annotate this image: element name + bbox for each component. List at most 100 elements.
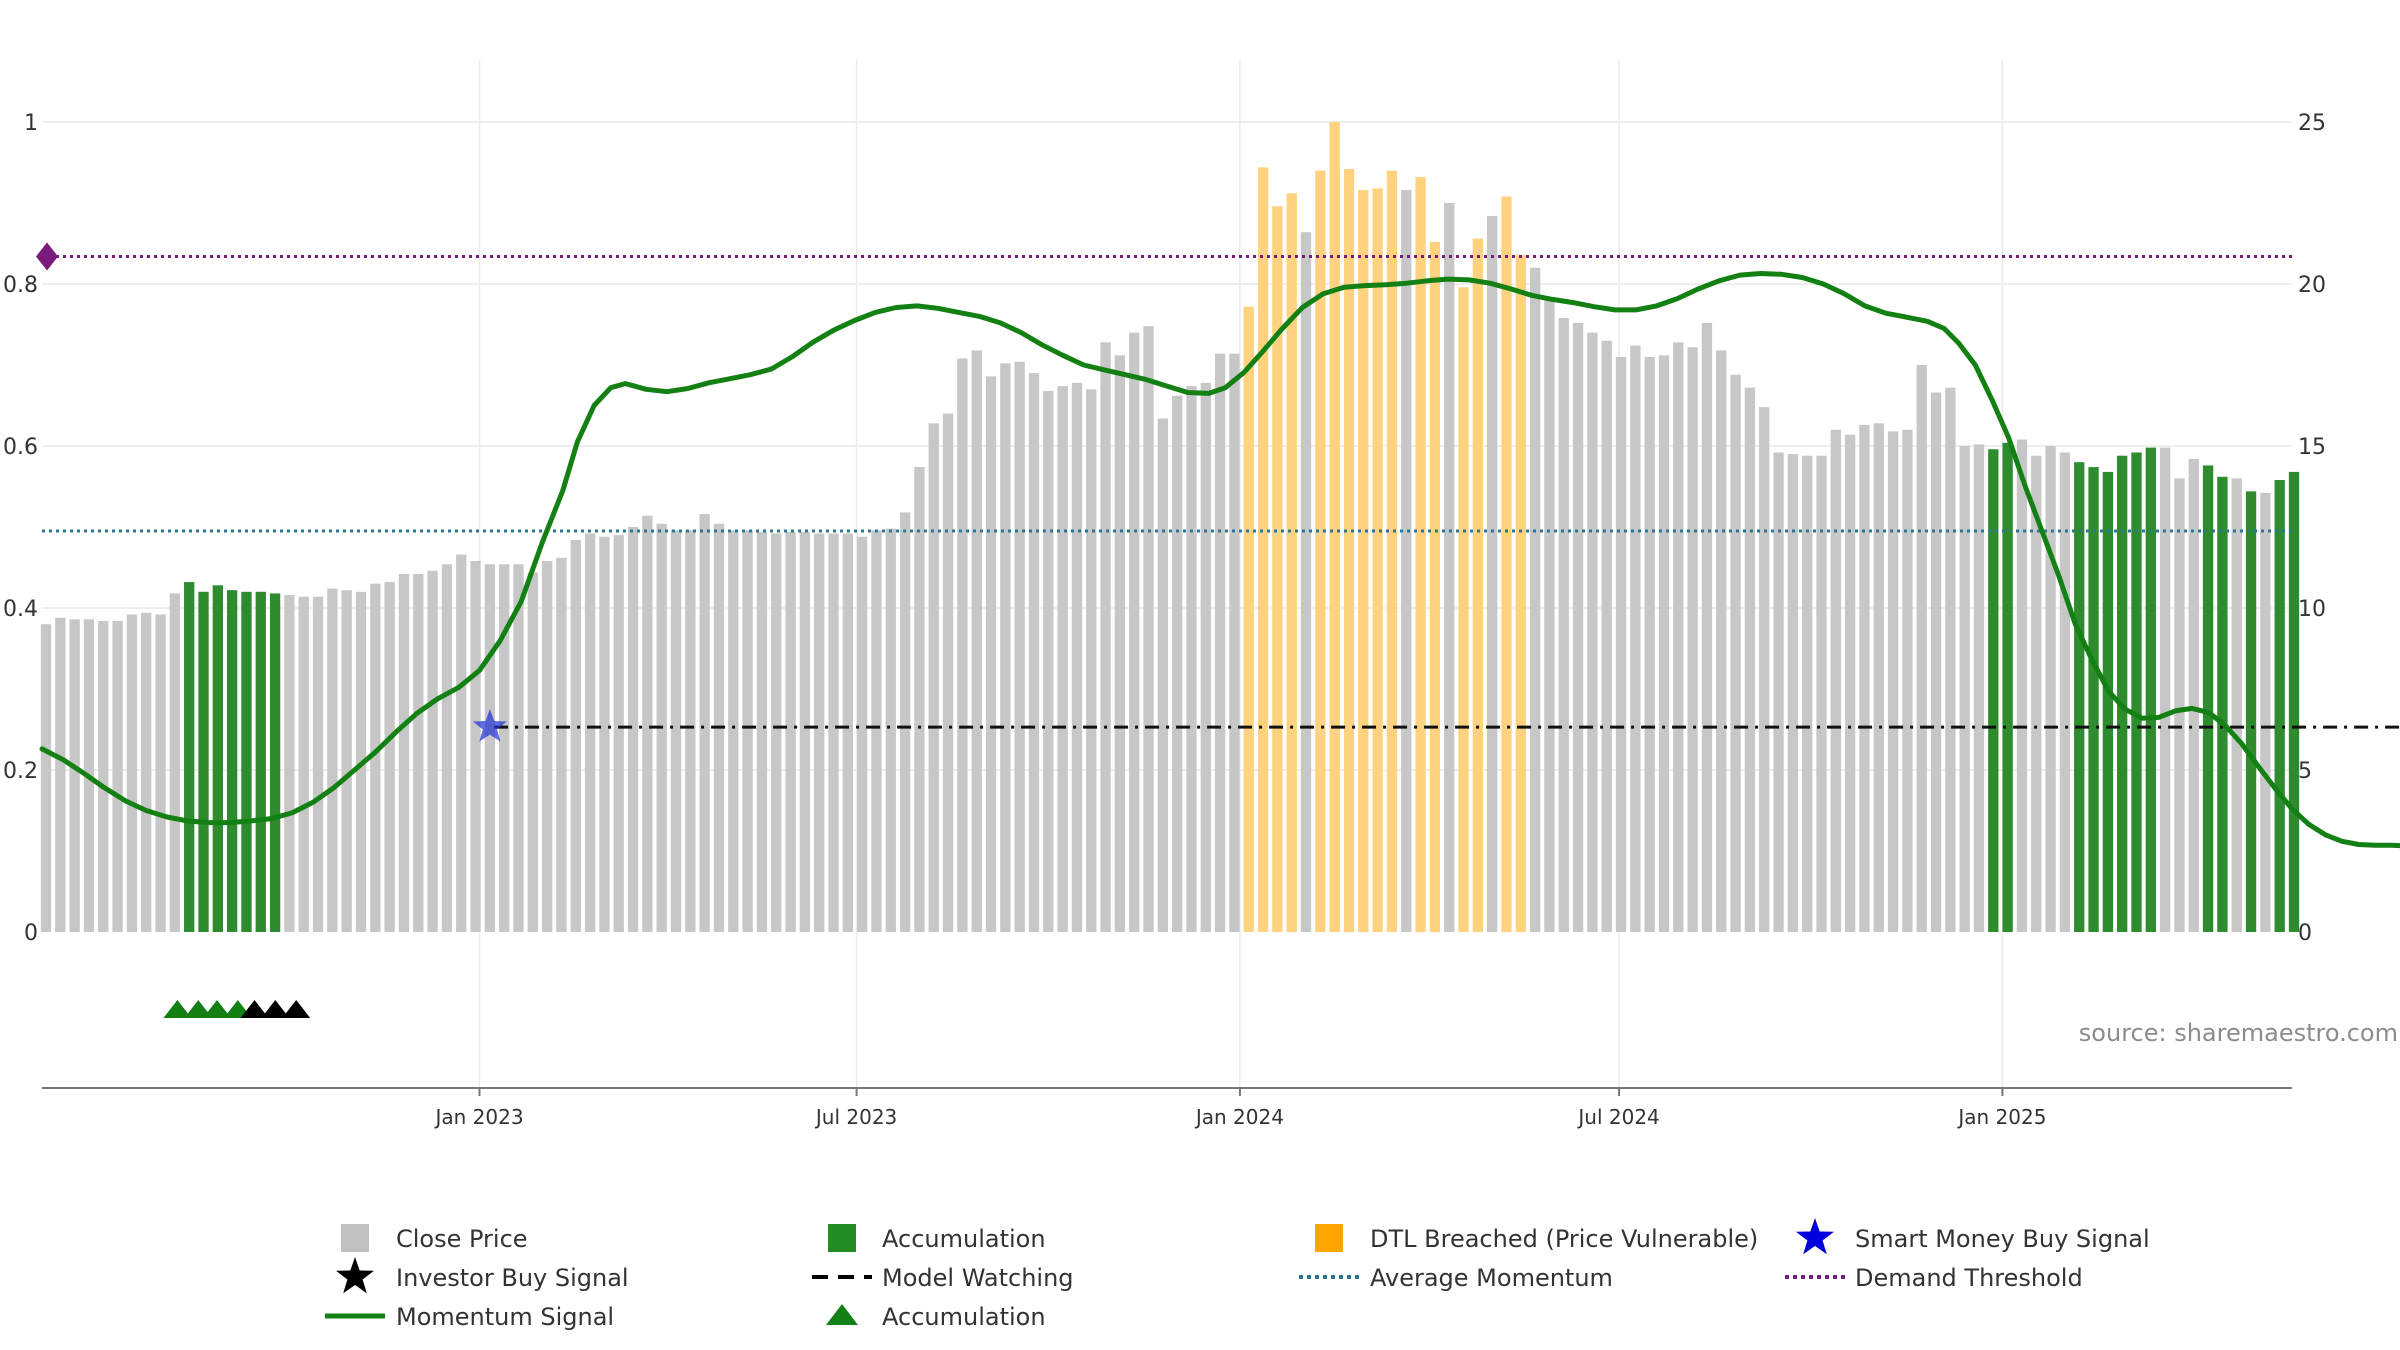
- price-bar-dtl-breached: [1515, 254, 1526, 933]
- price-bar-accumulation: [2217, 476, 2228, 932]
- price-bar-close-price: [312, 596, 324, 932]
- price-bar-close-price: [2260, 492, 2271, 932]
- price-bar-accumulation: [2288, 471, 2300, 932]
- price-bar-close-price: [1043, 390, 1054, 932]
- legend-item-model-watching: Model Watching: [812, 1264, 1074, 1292]
- price-bar-close-price: [1716, 350, 1727, 932]
- axes: Jan 2023 Jul 2023 Jan 2024 Jul 2024 Jan 2025…: [3, 111, 2326, 1129]
- x-tick-label: Jan 2024: [1194, 1105, 1284, 1129]
- price-bar-close-price: [699, 514, 710, 932]
- price-bar-close-price: [341, 590, 352, 932]
- legend-item-demand-threshold: Demand Threshold: [1785, 1264, 2083, 1292]
- price-bar-close-price: [1028, 373, 1040, 933]
- legend-item-accumulation-bar: Accumulation: [828, 1224, 1046, 1253]
- price-bar-close-price: [1401, 190, 1412, 933]
- price-bar-close-price: [1945, 387, 1956, 932]
- legend-item-close-price: Close Price: [341, 1224, 528, 1253]
- price-bar-close-price: [541, 561, 553, 932]
- x-tick-label: Jul 2024: [1576, 1105, 1659, 1129]
- price-bar-close-price: [1157, 418, 1168, 933]
- price-bar-close-price: [1444, 203, 1455, 932]
- left-axis-tick-label: 0: [24, 921, 38, 946]
- demand-diamond-icon: [36, 242, 58, 271]
- price-bar-close-price: [1000, 363, 1011, 932]
- legend-star-icon: [336, 1257, 374, 1294]
- price-bar-close-price: [470, 561, 481, 932]
- left-axis-tick-label: 0.6: [3, 435, 38, 460]
- price-bar-close-price: [1830, 429, 1841, 932]
- right-axis-tick-label: 5: [2298, 759, 2312, 784]
- price-bar-accumulation: [2131, 452, 2142, 932]
- price-bar-close-price: [456, 554, 467, 932]
- price-bar-close-price: [141, 612, 152, 932]
- price-bar-dtl-breached: [1272, 206, 1283, 933]
- price-bar-close-price: [1071, 382, 1083, 932]
- price-bar-close-price: [2231, 478, 2242, 932]
- legend-label: Investor Buy Signal: [396, 1264, 629, 1292]
- momentum-signal-layer: [39, 271, 2400, 849]
- x-tick-label: Jan 2023: [433, 1105, 523, 1129]
- price-bar-close-price: [1902, 429, 1913, 932]
- price-bar-close-price: [1701, 322, 1713, 932]
- price-bar-close-price: [1816, 455, 1827, 932]
- investor-triangle-icon: [240, 1000, 269, 1018]
- price-bar-close-price: [1601, 340, 1612, 932]
- price-bar-dtl-breached: [1372, 188, 1383, 933]
- price-bar-close-price: [556, 557, 567, 932]
- right-axis-tick-label: 15: [2298, 435, 2326, 460]
- price-bar-accumulation: [269, 593, 281, 932]
- price-bar-close-price: [1658, 355, 1670, 932]
- price-bar-close-price: [1229, 353, 1240, 932]
- legend: Close Price Accumulation DTL Breached (Pri…: [325, 1218, 2150, 1331]
- price-bar-close-price: [785, 531, 796, 932]
- price-bar-close-price: [1973, 444, 1985, 932]
- price-bar-close-price: [1129, 332, 1140, 933]
- price-bar-close-price: [98, 620, 109, 932]
- price-bar-close-price: [169, 593, 181, 932]
- price-bar-close-price: [1544, 296, 1555, 933]
- price-bar-close-price: [1114, 355, 1126, 932]
- price-bar-close-price: [728, 530, 739, 932]
- price-bar-close-price: [1859, 424, 1870, 932]
- price-bar-close-price: [499, 564, 510, 932]
- right-axis-tick-label: 10: [2298, 597, 2326, 622]
- price-bar-close-price: [484, 564, 496, 932]
- threshold-lines: [42, 254, 2400, 729]
- price-bar-accumulation: [2074, 462, 2085, 932]
- price-bar-dtl-breached: [1329, 122, 1340, 932]
- price-bar-close-price: [2059, 452, 2071, 932]
- price-bar-close-price: [1959, 446, 1970, 932]
- price-bar-accumulation: [2274, 480, 2285, 932]
- price-bar-close-price: [126, 614, 138, 932]
- legend-label: Demand Threshold: [1855, 1264, 2083, 1292]
- price-bar-close-price: [914, 467, 925, 932]
- price-bar-close-price: [842, 533, 853, 932]
- price-bar-close-price: [670, 530, 682, 932]
- price-bar-dtl-breached: [1243, 306, 1254, 932]
- price-bar-accumulation: [255, 591, 266, 932]
- price-bar-close-price: [771, 533, 782, 932]
- price-bar-accumulation: [2002, 442, 2013, 932]
- accumulation-triangle-icon: [203, 1000, 231, 1018]
- legend-item-momentum-signal: Momentum Signal: [325, 1303, 614, 1331]
- price-bar-accumulation: [198, 591, 209, 932]
- price-bar-accumulation: [2202, 465, 2214, 932]
- right-axis-tick-label: 25: [2298, 111, 2326, 136]
- left-axis-tick-label: 1: [24, 111, 38, 136]
- price-bar-close-price: [384, 582, 395, 932]
- legend-swatch-icon: [1315, 1224, 1343, 1252]
- price-bar-close-price: [298, 596, 309, 932]
- price-bar-close-price: [1014, 361, 1025, 932]
- price-bar-close-price: [1615, 356, 1627, 932]
- price-bar-close-price: [327, 588, 338, 932]
- price-bar-close-price: [40, 624, 52, 932]
- price-bar-close-price: [155, 614, 166, 932]
- price-bar-close-price: [1630, 345, 1641, 932]
- price-bar-dtl-breached: [1343, 168, 1355, 933]
- price-bar-close-price: [1887, 431, 1899, 932]
- legend-label: Accumulation: [882, 1225, 1046, 1253]
- price-bar-close-price: [756, 531, 768, 932]
- price-bar-close-price: [1673, 342, 1684, 932]
- legend-item-smart-money: Smart Money Buy Signal: [1796, 1218, 2150, 1255]
- price-bar-accumulation: [2102, 471, 2114, 932]
